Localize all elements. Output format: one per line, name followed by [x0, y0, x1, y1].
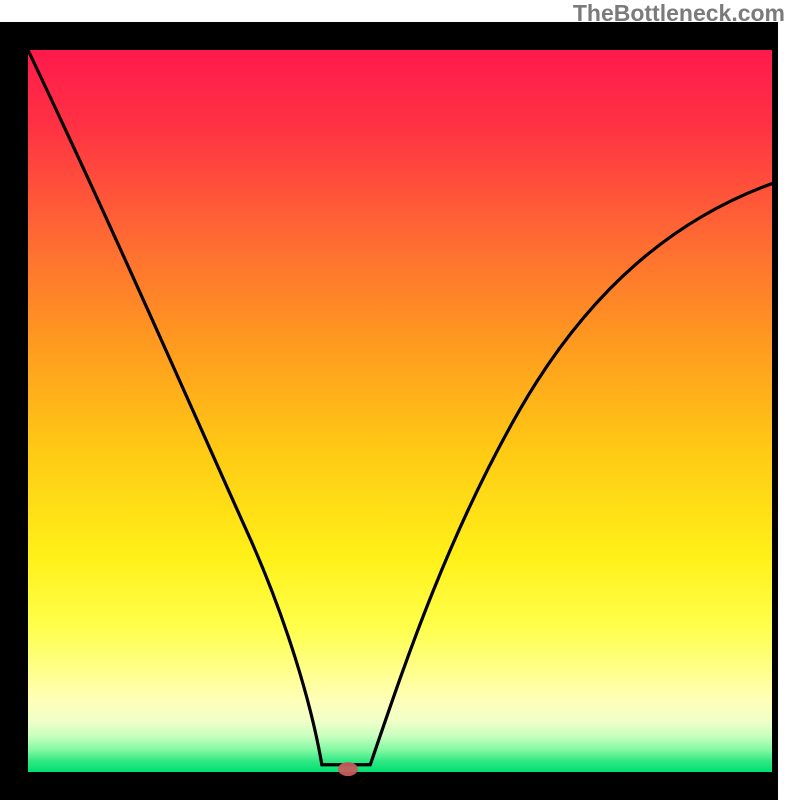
- watermark-text: TheBottleneck.com: [573, 0, 785, 27]
- optimal-marker: [338, 762, 358, 776]
- chart-container: TheBottleneck.com: [0, 0, 800, 800]
- bottleneck-chart: [0, 0, 800, 800]
- gradient-background: [28, 50, 772, 772]
